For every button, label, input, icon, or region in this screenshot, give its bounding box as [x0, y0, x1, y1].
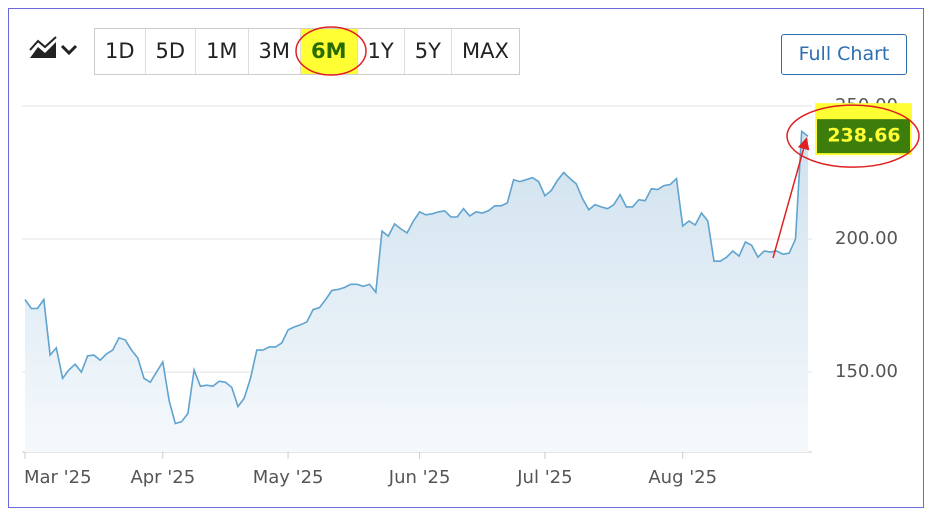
range-button[interactable]: 1M: [196, 29, 249, 74]
x-tick-label: May '25: [253, 467, 324, 488]
range-button[interactable]: 1Y: [358, 29, 405, 74]
x-tick-label: Aug '25: [648, 467, 717, 488]
range-button[interactable]: 6M: [301, 29, 358, 74]
range-buttons: 1D 5D 1M 3M 6M 1Y 5Y MAX: [94, 28, 520, 75]
area: [25, 131, 808, 453]
range-button[interactable]: 3M: [249, 29, 302, 74]
y-tick-label: 150.00: [835, 361, 898, 382]
x-tick-label: Jul '25: [516, 467, 572, 488]
x-tick-label: Apr '25: [130, 467, 195, 488]
chart-type-icon[interactable]: [29, 36, 78, 58]
y-tick-label: 250.00: [835, 95, 898, 116]
x-tick-label: Mar '25: [24, 467, 92, 488]
range-button[interactable]: 1D: [95, 29, 146, 74]
range-button[interactable]: MAX: [461, 39, 509, 63]
y-tick-label: 200.00: [835, 228, 898, 249]
range-button[interactable]: 5D: [146, 29, 197, 74]
range-button[interactable]: 5Y: [405, 29, 452, 74]
line: [24, 129, 809, 425]
full-chart-button[interactable]: Full Chart: [781, 34, 907, 75]
x-tick-label: Jun '25: [388, 467, 451, 488]
frame: [8, 8, 924, 508]
